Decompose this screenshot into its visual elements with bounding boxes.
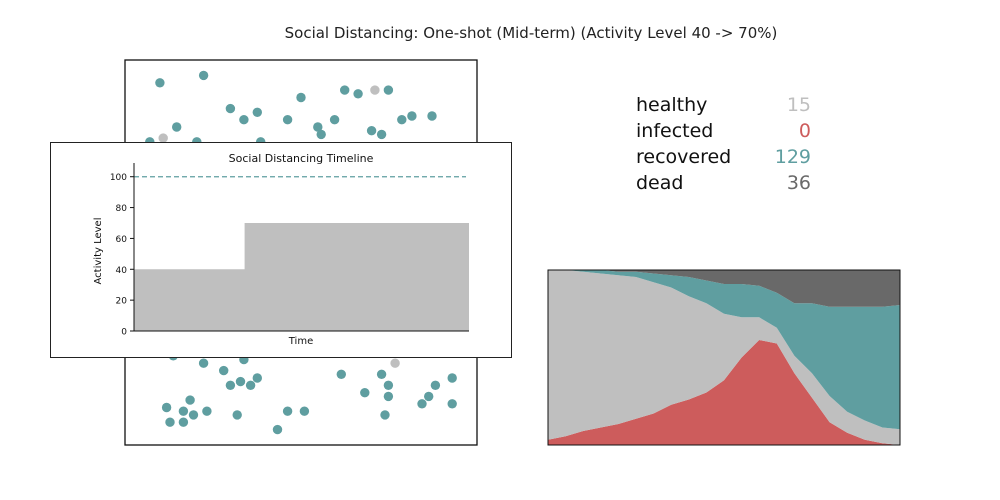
timeline-chart: Social Distancing Timeline 020406080100 …: [93, 152, 469, 347]
scatter-point-recovered: [155, 78, 165, 88]
scatter-point-recovered: [380, 410, 390, 420]
scatter-point-recovered: [316, 129, 326, 140]
population-stats: healthy 15 infected 0 recovered 129 dead…: [636, 94, 816, 198]
scatter-point-healthy: [370, 85, 380, 95]
population-scatter: [145, 70, 457, 435]
scatter-point-recovered: [366, 126, 377, 136]
y-tick-label: 40: [116, 266, 128, 276]
scatter-point-recovered: [252, 373, 262, 383]
activity-level-area: [134, 223, 469, 331]
scatter-point-recovered: [383, 391, 394, 402]
scatter-point-recovered: [272, 424, 283, 435]
stat-row-healthy: healthy 15: [636, 94, 816, 120]
scatter-point-recovered: [447, 373, 457, 383]
figure-title: Social Distancing: One-shot (Mid-term) (…: [284, 24, 778, 42]
scatter-point-recovered: [329, 115, 340, 125]
stat-value-healthy: 15: [786, 94, 811, 116]
scatter-point-recovered: [296, 92, 306, 103]
y-tick-label: 100: [110, 173, 127, 183]
scatter-point-recovered: [376, 369, 387, 379]
scatter-point-healthy: [390, 358, 400, 368]
y-tick-label: 60: [116, 235, 128, 245]
scatter-point-healthy: [158, 133, 168, 143]
timeline-xlabel: Time: [288, 336, 313, 347]
scatter-point-recovered: [245, 380, 256, 390]
scatter-point-recovered: [219, 365, 229, 376]
scatter-point-recovered: [430, 380, 441, 390]
scatter-point-recovered: [299, 406, 310, 416]
scatter-point-recovered: [427, 111, 437, 121]
scatter-point-recovered: [353, 89, 363, 99]
scatter-point-recovered: [313, 122, 323, 132]
stat-label: healthy: [636, 94, 708, 116]
stat-value-infected: 0: [798, 120, 811, 142]
timeline-inset: Social Distancing Timeline 0 20 40 60 80 100 …: [50, 142, 512, 358]
scatter-point-recovered: [178, 417, 189, 427]
stat-label: recovered: [636, 146, 732, 168]
scatter-point-recovered: [202, 406, 212, 416]
area-series-healthy: [548, 270, 900, 445]
scatter-point-recovered: [336, 369, 346, 379]
stat-value-recovered: 129: [774, 146, 811, 168]
y-tick-label: 0: [121, 328, 127, 338]
y-tick-label: 80: [116, 204, 128, 214]
y-tick-label: 20: [116, 297, 128, 307]
scatter-point-recovered: [360, 388, 370, 398]
scatter-point-recovered: [188, 410, 199, 420]
scatter-point-recovered: [185, 395, 195, 405]
scatter-point-recovered: [340, 85, 350, 95]
stat-value-dead: 36: [786, 172, 811, 194]
stat-label: dead: [636, 172, 684, 194]
scatter-point-recovered: [172, 122, 182, 132]
scatter-point-recovered: [282, 115, 293, 125]
scatter-point-recovered: [225, 380, 236, 390]
scatter-point-recovered: [397, 115, 407, 125]
stat-row-dead: dead 36: [636, 172, 816, 198]
timeline-title: Social Distancing Timeline: [229, 152, 374, 165]
scatter-point-recovered: [225, 103, 236, 114]
area-series-dead: [548, 270, 900, 307]
scatter-point-recovered: [178, 406, 189, 416]
scatter-point-recovered: [239, 115, 249, 125]
scatter-point-recovered: [383, 380, 394, 390]
scatter-point-recovered: [161, 402, 172, 413]
population-stacked-area: [548, 270, 900, 445]
scatter-point-recovered: [235, 376, 246, 387]
stat-label: infected: [636, 120, 714, 142]
scatter-point-recovered: [252, 107, 262, 118]
scatter-point-recovered: [447, 399, 457, 409]
scatter-point-recovered: [165, 417, 175, 427]
timeline-ylabel: Activity Level: [93, 218, 104, 285]
stat-row-recovered: recovered 129: [636, 146, 816, 172]
area-series-infected: [548, 340, 900, 445]
scatter-point-recovered: [198, 358, 209, 368]
scatter-point-recovered: [282, 406, 293, 416]
scatter-point-recovered: [232, 410, 242, 420]
scatter-point-recovered: [424, 391, 434, 402]
scatter-point-recovered: [417, 399, 427, 409]
scatter-point-recovered: [383, 85, 394, 95]
scatter-point-recovered: [376, 129, 387, 140]
stat-row-infected: infected 0: [636, 120, 816, 146]
scatter-point-recovered: [198, 70, 209, 81]
area-frame: [547, 269, 901, 446]
area-series-recovered: [548, 270, 900, 430]
timeline-plot: 0 20 40 60 80 100: [110, 163, 469, 338]
scatter-point-recovered: [407, 111, 417, 121]
